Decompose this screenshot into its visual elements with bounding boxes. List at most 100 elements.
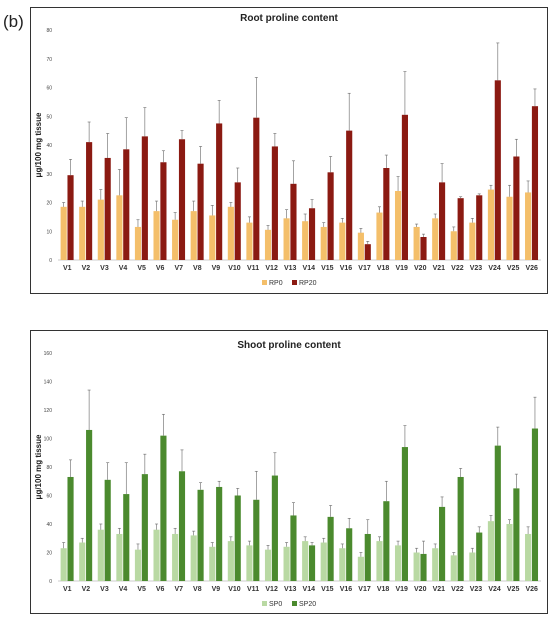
- shoot-bar-SP20-V23: [476, 532, 483, 581]
- root-legend-swatch-RP20: [292, 280, 297, 285]
- shoot-bar-SP20-V6: [160, 435, 167, 581]
- root-xtick-V17: V17: [358, 265, 371, 272]
- root-ytick-1: 10: [46, 229, 52, 235]
- root-bar-RP0-V19: [394, 191, 402, 260]
- shoot-ytick-3: 60: [46, 494, 52, 500]
- root-bar-RP0-V15: [320, 226, 327, 260]
- root-bar-RP20-V13: [290, 183, 297, 260]
- root-bar-RP20-V5: [141, 136, 148, 260]
- root-bar-RP0-V11: [246, 222, 253, 260]
- panel-label: (b): [3, 12, 24, 31]
- root-xtick-V25: V25: [507, 265, 520, 272]
- shoot-legend-swatch-SP0: [262, 601, 267, 606]
- root-bar-RP0-V9: [209, 215, 216, 260]
- shoot-bar-SP0-V22: [450, 555, 457, 581]
- root-bar-RP0-V26: [525, 192, 532, 260]
- root-bar-RP20-V24: [494, 80, 501, 260]
- shoot-ytick-7: 140: [44, 380, 53, 386]
- root-ytick-7: 70: [46, 57, 52, 63]
- root-bar-RP0-V4: [116, 195, 123, 260]
- root-bar-RP0-V17: [357, 232, 364, 260]
- root-xtick-V24: V24: [488, 265, 501, 272]
- root-bar-RP0-V23: [469, 222, 476, 260]
- shoot-legend-SP0: SP0: [269, 601, 282, 608]
- shoot-legend-SP20: SP20: [299, 601, 316, 608]
- root-bar-RP0-V1: [60, 206, 67, 260]
- root-xtick-V23: V23: [470, 265, 483, 272]
- shoot-xtick-V19: V19: [395, 586, 408, 593]
- shoot-bar-SP0-V6: [153, 529, 160, 581]
- shoot-bar-SP20-V22: [457, 476, 464, 581]
- shoot-bar-SP20-V17: [364, 533, 371, 581]
- root-xtick-V15: V15: [321, 265, 334, 272]
- root-bar-RP20-V17: [364, 244, 371, 260]
- shoot-bar-SP0-V12: [264, 549, 272, 581]
- root-bar-RP20-V9: [216, 123, 223, 260]
- root-bar-RP0-V25: [506, 196, 513, 260]
- root-bar-RP20-V6: [160, 162, 167, 260]
- shoot-bar-SP20-V14: [308, 545, 316, 581]
- root-xtick-V18: V18: [377, 265, 390, 272]
- root-bar-RP20-V8: [197, 163, 204, 260]
- shoot-ytick-1: 20: [46, 551, 52, 557]
- shoot-bar-SP0-V23: [469, 552, 476, 581]
- shoot-bar-SP20-V3: [104, 479, 111, 581]
- shoot-xtick-V3: V3: [100, 586, 109, 593]
- shoot-xtick-V12: V12: [265, 586, 278, 593]
- shoot-bar-SP0-V7: [172, 533, 179, 581]
- root-bar-RP20-V12: [271, 146, 278, 260]
- shoot-bar-SP20-V25: [513, 488, 520, 581]
- shoot-xtick-V20: V20: [414, 586, 427, 593]
- shoot-xtick-V21: V21: [433, 586, 446, 593]
- shoot-bar-SP0-V26: [525, 533, 532, 581]
- shoot-bar-SP0-V14: [302, 541, 309, 581]
- shoot-bar-SP20-V24: [494, 445, 501, 581]
- shoot-chart-svg: Shoot proline content 0 20 40 60 80 100 120 140 1…: [34, 340, 541, 608]
- root-proline-chart: Root proline content 0 10 20 30 40 50 60 70 80 μg/…: [30, 7, 548, 294]
- shoot-bar-SP0-V24: [487, 521, 495, 581]
- shoot-xtick-V13: V13: [284, 586, 297, 593]
- shoot-ytick-5: 100: [44, 437, 53, 443]
- root-bar-RP20-V18: [383, 168, 390, 260]
- shoot-xtick-V14: V14: [303, 586, 316, 593]
- shoot-bar-SP0-V4: [116, 533, 123, 581]
- root-bar-RP20-V20: [420, 237, 427, 260]
- shoot-xtick-V9: V9: [212, 586, 221, 593]
- shoot-ytick-8: 160: [44, 351, 53, 357]
- root-xtick-V2: V2: [82, 265, 91, 272]
- root-bar-RP0-V20: [413, 226, 420, 260]
- shoot-bar-SP20-V4: [123, 494, 130, 581]
- root-ytick-6: 60: [46, 86, 52, 92]
- shoot-proline-chart: Shoot proline content 0 20 40 60 80 100 120 140 1…: [30, 330, 548, 614]
- shoot-ytick-2: 40: [46, 522, 52, 528]
- root-xtick-V26: V26: [525, 265, 538, 272]
- shoot-bar-SP20-V8: [197, 489, 204, 581]
- root-ytick-2: 20: [46, 201, 52, 207]
- shoot-xtick-V8: V8: [193, 586, 202, 593]
- shoot-ytick-6: 120: [44, 408, 53, 414]
- root-legend-swatch-RP0: [262, 280, 267, 285]
- root-ytick-4: 40: [46, 143, 52, 149]
- root-bar-RP20-V15: [327, 172, 334, 260]
- root-bar-RP20-V19: [401, 114, 408, 260]
- shoot-bar-SP20-V9: [216, 486, 223, 581]
- root-title: Root proline content: [240, 13, 338, 24]
- root-xtick-V8: V8: [193, 265, 202, 272]
- root-ylabel: μg/100 mg tissue: [34, 112, 43, 177]
- shoot-bar-SP20-V21: [439, 506, 446, 581]
- root-chart-svg: Root proline content 0 10 20 30 40 50 60 70 80 μg/…: [34, 13, 541, 287]
- shoot-bar-SP0-V2: [79, 542, 86, 581]
- shoot-bar-SP20-V7: [178, 471, 186, 581]
- shoot-xtick-V22: V22: [451, 586, 464, 593]
- shoot-xtick-V5: V5: [137, 586, 146, 593]
- shoot-ytick-0: 0: [49, 579, 52, 585]
- root-ytick-3: 30: [46, 172, 52, 178]
- root-bar-RP0-V24: [487, 189, 495, 260]
- root-bar-RP20-V14: [308, 208, 316, 260]
- shoot-bar-SP0-V3: [97, 529, 104, 581]
- root-xtick-V21: V21: [433, 265, 446, 272]
- root-ytick-5: 50: [46, 114, 52, 120]
- root-bar-RP0-V2: [79, 206, 86, 260]
- root-xtick-V14: V14: [303, 265, 316, 272]
- root-xtick-V12: V12: [265, 265, 278, 272]
